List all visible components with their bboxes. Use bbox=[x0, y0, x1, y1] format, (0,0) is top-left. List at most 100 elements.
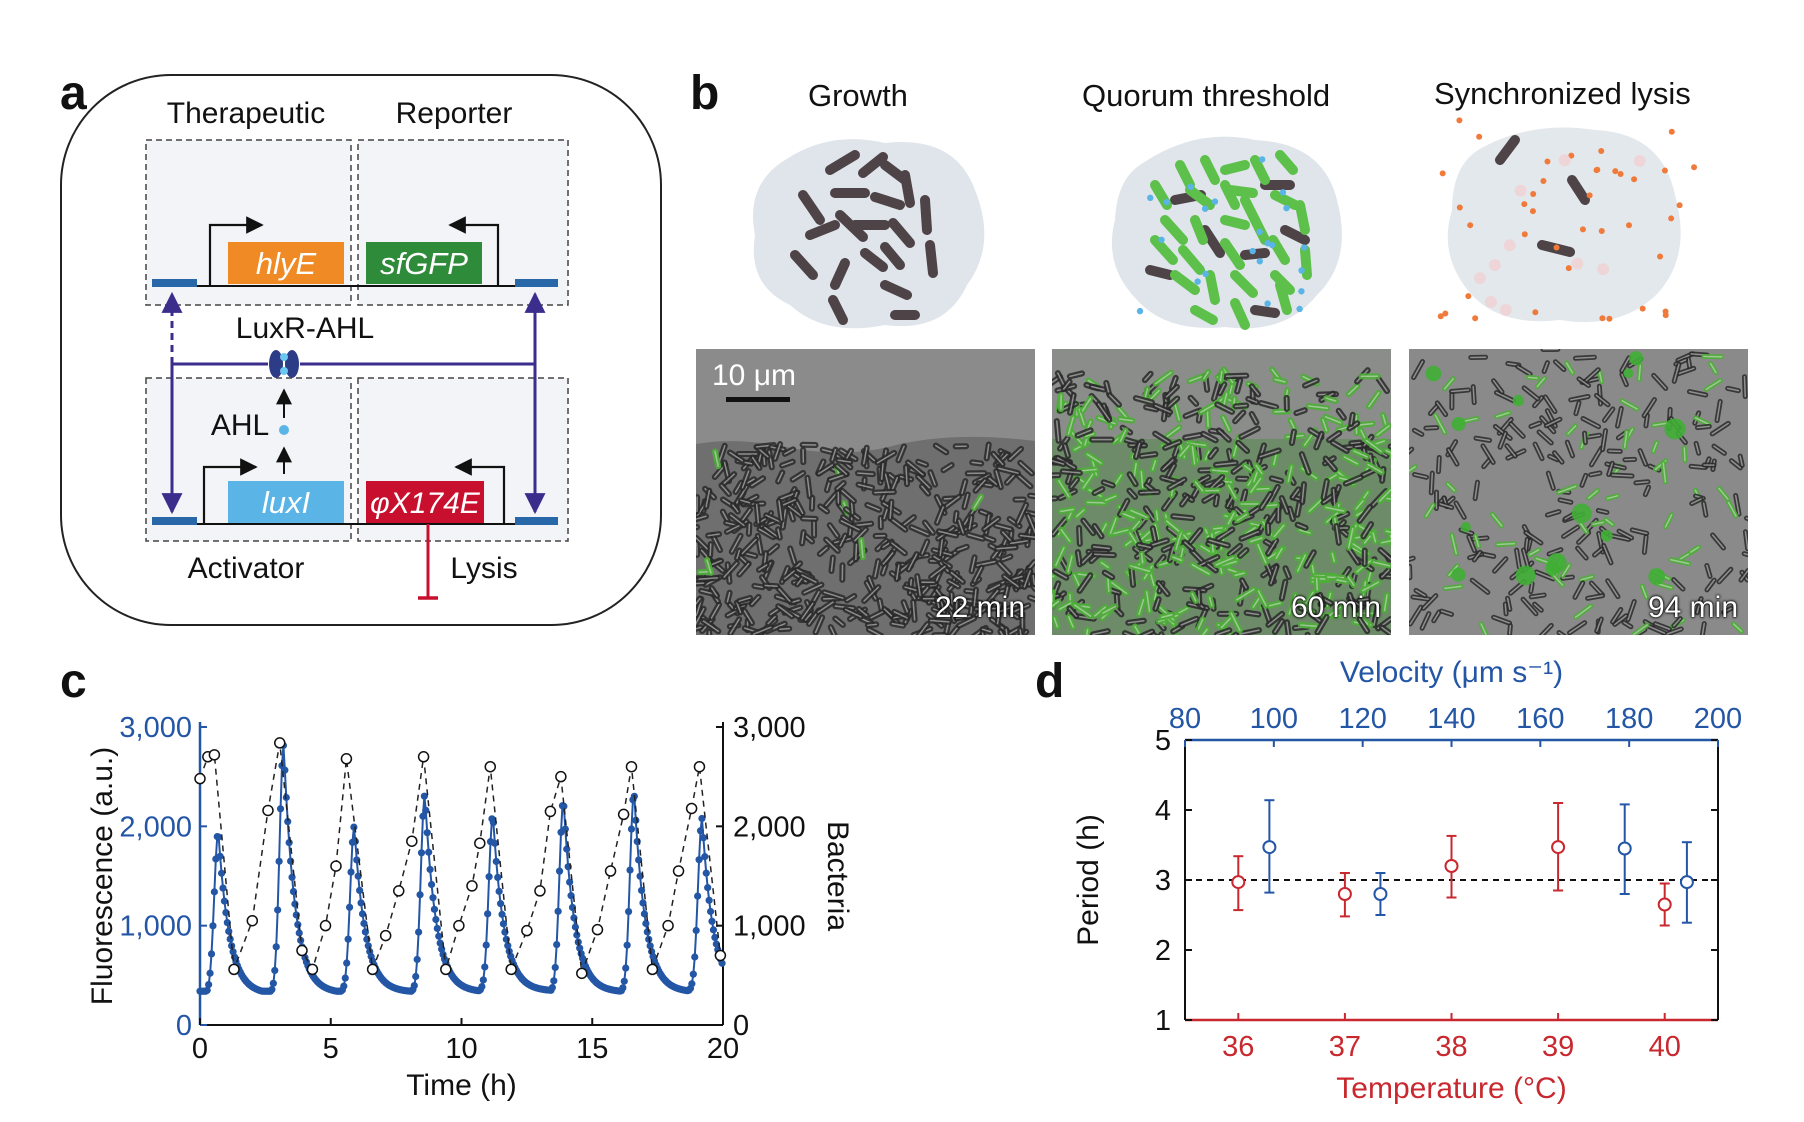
fluorescence-point bbox=[203, 986, 211, 994]
fluorescence-point bbox=[274, 906, 282, 914]
micro-cell-halo bbox=[1645, 624, 1666, 634]
micro-cell-halo bbox=[710, 587, 718, 597]
bacterium-cell-fluorescent bbox=[1205, 270, 1220, 305]
micro-cell-halo bbox=[1084, 433, 1095, 437]
micro-cell-halo bbox=[1076, 509, 1085, 518]
micro-cell-halo bbox=[1491, 513, 1503, 527]
fluorescence-point bbox=[416, 891, 424, 899]
bacteria-point bbox=[505, 963, 517, 976]
bacteria-point bbox=[576, 967, 588, 980]
micro-cell-halo bbox=[1058, 602, 1072, 610]
micro-cell-halo bbox=[1053, 617, 1059, 628]
gene-luxI bbox=[228, 481, 344, 523]
micro-cell-halo bbox=[918, 623, 929, 635]
y-tick-label-left: 2,000 bbox=[119, 811, 192, 843]
micro-cell-halo bbox=[1234, 572, 1245, 577]
bacteria-point bbox=[330, 860, 342, 872]
gene-phiX174E-label: φX174E bbox=[370, 487, 481, 520]
micro-cell-halo bbox=[1358, 618, 1368, 632]
micro-cell-halo bbox=[1631, 529, 1648, 535]
ahl-molecule bbox=[1136, 307, 1144, 315]
fluorescence-point bbox=[695, 856, 703, 864]
released-payload bbox=[1521, 201, 1528, 208]
micro-cell-halo bbox=[1252, 596, 1261, 608]
released-payload bbox=[1661, 167, 1668, 174]
micro-cell-halo bbox=[1029, 596, 1035, 601]
micro-cell-halo bbox=[1216, 629, 1231, 635]
micro-cell-halo bbox=[743, 610, 753, 624]
micro-cell-halo bbox=[936, 506, 944, 524]
micro-cell-halo bbox=[956, 615, 971, 620]
x-axis-label-top: Velocity (μm s⁻¹) bbox=[1340, 656, 1563, 689]
fluorescence-point bbox=[413, 955, 421, 964]
panel-c-label: c bbox=[60, 655, 87, 708]
micro-cell-halo bbox=[891, 476, 899, 491]
bacteria-point bbox=[474, 837, 486, 849]
released-payload bbox=[1625, 222, 1632, 229]
micro-cell-halo bbox=[1325, 506, 1345, 512]
bacteria-point bbox=[246, 914, 259, 927]
micro-cell-halo bbox=[870, 611, 884, 619]
micro-cell-halo bbox=[1730, 460, 1742, 469]
micro-cell-halo bbox=[999, 630, 1004, 635]
micro-cell-halo bbox=[1191, 592, 1197, 602]
fluorescence-point bbox=[484, 910, 492, 918]
micro-cell-halo bbox=[867, 623, 877, 626]
micro-cell-halo bbox=[779, 627, 790, 631]
y-tick-label-left: 1,000 bbox=[119, 911, 192, 943]
micro-cell-halo bbox=[912, 600, 916, 621]
micro-cell-halo bbox=[1124, 632, 1132, 635]
micro-cell-halo bbox=[1328, 432, 1340, 441]
released-payload bbox=[1691, 164, 1698, 171]
micro-cell-halo bbox=[957, 546, 968, 551]
micro-cell-halo bbox=[706, 559, 712, 574]
micro-cell-halo bbox=[995, 470, 1002, 488]
micro-cell-halo bbox=[1475, 437, 1491, 442]
micrograph-60min: 60 min bbox=[1052, 349, 1391, 635]
fluorescence-point bbox=[415, 928, 423, 936]
bacteria-point bbox=[672, 865, 685, 877]
micro-cell-halo bbox=[1543, 361, 1549, 373]
micro-cell-halo bbox=[1100, 561, 1109, 568]
bacterium-cell-fluorescent bbox=[1270, 190, 1300, 210]
bacteria-point bbox=[296, 944, 308, 957]
micro-cell-halo bbox=[1082, 519, 1094, 534]
micro-cell-halo bbox=[768, 450, 773, 469]
micro-cell-halo bbox=[1003, 575, 1019, 588]
micro-cell-halo bbox=[1109, 517, 1117, 534]
micro-cell-halo bbox=[741, 508, 751, 522]
micro-cell-halo bbox=[1603, 408, 1614, 422]
promoter-block bbox=[152, 279, 197, 287]
micro-cell-halo bbox=[1654, 623, 1671, 630]
micro-cell-halo bbox=[1315, 433, 1323, 449]
micro-cell-halo bbox=[1412, 596, 1430, 600]
micro-cell-halo bbox=[1097, 403, 1111, 421]
micro-cell-halo bbox=[1052, 497, 1057, 500]
micro-cell-halo bbox=[1696, 597, 1702, 614]
bacteria-point bbox=[379, 929, 392, 942]
micro-cell-halo bbox=[1114, 474, 1123, 485]
bacterium-cell bbox=[860, 248, 888, 272]
micro-cell-halo bbox=[1239, 549, 1248, 557]
micro-cell-halo bbox=[831, 448, 837, 461]
micro-cell-halo bbox=[1368, 392, 1380, 408]
bacterium-cell-fluorescent bbox=[1200, 155, 1220, 185]
bacterium-cell bbox=[1200, 225, 1225, 258]
micro-cell-halo bbox=[1536, 377, 1546, 388]
micro-cell-halo bbox=[1308, 499, 1323, 512]
fluorescence-point bbox=[220, 897, 229, 905]
fluorescence-point bbox=[206, 969, 214, 977]
micro-cell-halo bbox=[1255, 464, 1263, 475]
promoter-block bbox=[515, 517, 558, 525]
fluorescence-point bbox=[209, 922, 217, 930]
micro-cell-halo bbox=[967, 534, 984, 540]
bacteria-field bbox=[696, 441, 1035, 635]
micro-cell-halo bbox=[1060, 508, 1074, 513]
micro-cell-halo bbox=[1443, 378, 1454, 390]
micro-cell-halo bbox=[1672, 578, 1684, 590]
micro-cell-halo bbox=[1064, 444, 1069, 457]
bacteria-point bbox=[625, 760, 638, 773]
micro-cell-halo bbox=[1324, 416, 1342, 424]
micro-cell-halo bbox=[1574, 605, 1592, 619]
